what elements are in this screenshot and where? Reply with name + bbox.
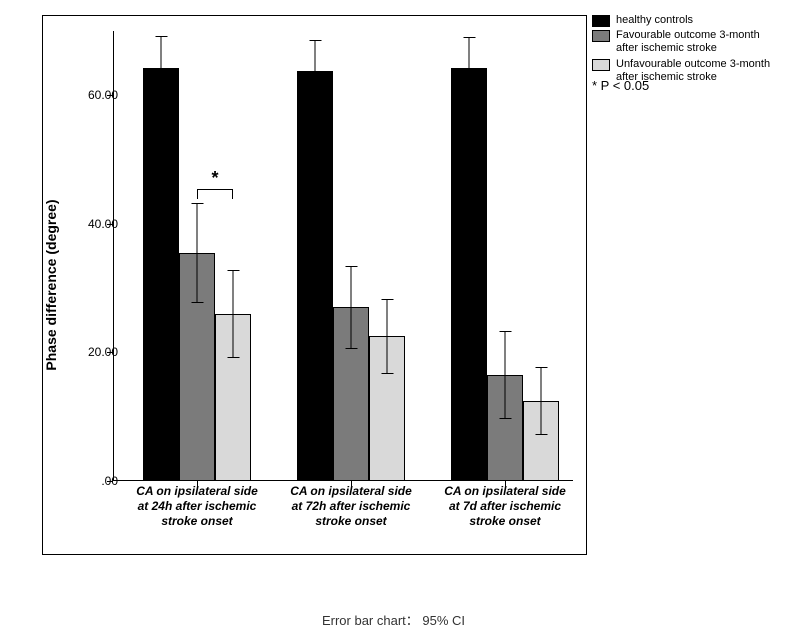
chart-frame: Phase difference (degree) * CA on ipsila… [42, 15, 587, 555]
legend-swatch [592, 59, 610, 71]
error-bar [541, 367, 542, 435]
error-bar [387, 299, 388, 374]
significance-star: * [211, 168, 218, 189]
significance-bracket [197, 189, 233, 199]
x-category-label: CA on ipsilateral side at 72h after isch… [286, 484, 416, 529]
legend-label: healthy controls [616, 14, 693, 27]
error-bar [351, 266, 352, 350]
x-category-label: CA on ipsilateral side at 7d after ische… [440, 484, 570, 529]
footer-note: Error bar chart： 95% CI [0, 610, 787, 629]
error-bar [505, 331, 506, 418]
y-tick-label: 20.00 [88, 345, 118, 359]
legend-label: Favourable outcome 3-month after ischemi… [616, 29, 781, 55]
legend-swatch [592, 15, 610, 27]
y-axis-title: Phase difference (degree) [43, 199, 59, 370]
y-tick-label: .00 [101, 474, 118, 488]
error-bar [161, 36, 162, 100]
bar [143, 68, 179, 481]
legend: healthy controls Favourable outcome 3-mon… [592, 14, 781, 86]
bar [451, 68, 487, 481]
legend-swatch [592, 30, 610, 42]
error-bar [469, 37, 470, 99]
significance-note: * P < 0.05 [592, 78, 649, 93]
legend-item: healthy controls [592, 14, 781, 27]
error-bar [197, 203, 198, 303]
y-tick-label: 60.00 [88, 88, 118, 102]
error-bar [233, 270, 234, 357]
plot-area: * [113, 31, 573, 481]
x-category-label: CA on ipsilateral side at 24h after isch… [132, 484, 262, 529]
error-bar [315, 40, 316, 102]
legend-item: Favourable outcome 3-month after ischemi… [592, 29, 781, 55]
bar [297, 71, 333, 481]
y-tick-label: 40.00 [88, 217, 118, 231]
